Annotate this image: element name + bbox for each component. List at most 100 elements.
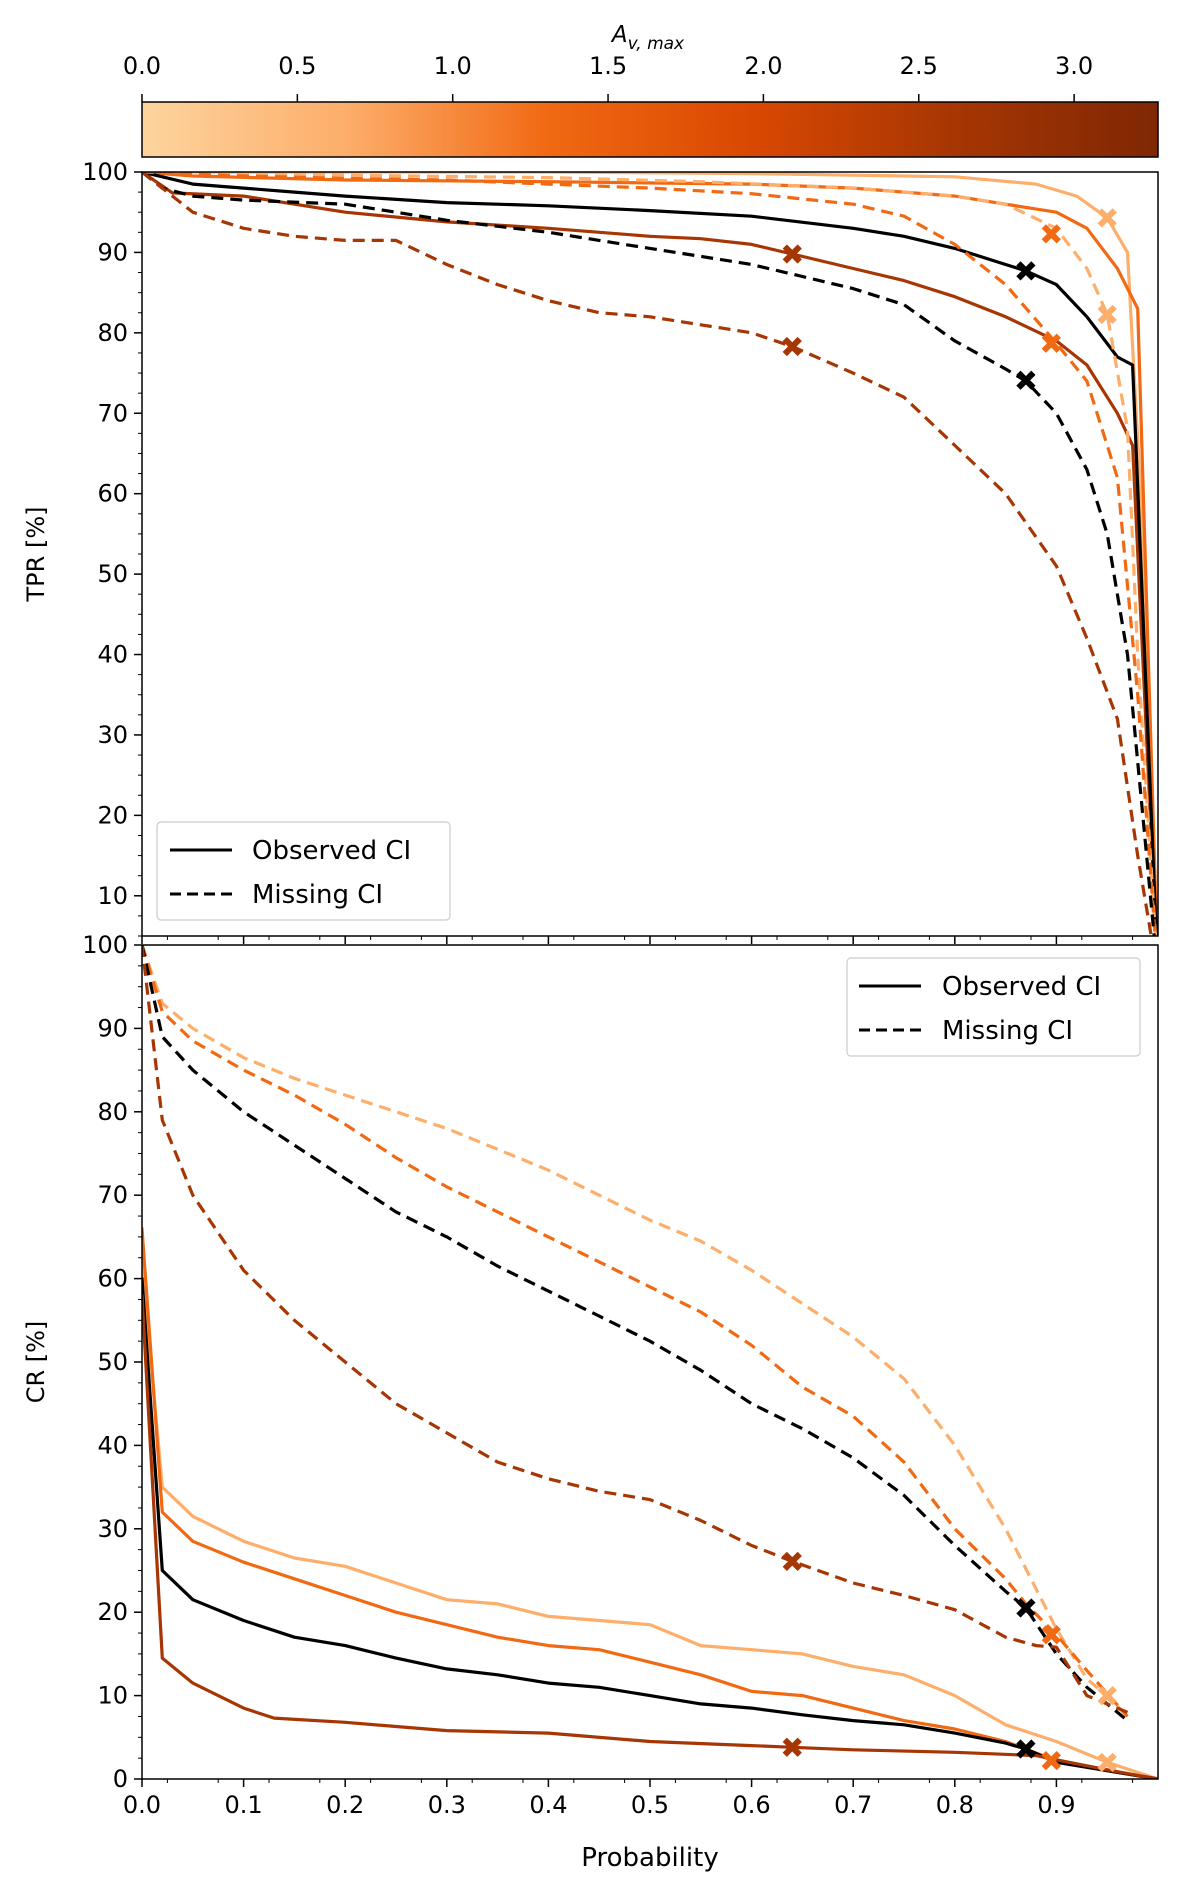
tpr-series-marker-3: [1016, 261, 1036, 281]
tpr-y-axis-label: TPR [%]: [22, 507, 50, 603]
tpr-series-marker-0: [1097, 208, 1117, 228]
tpr-y-tick-label: 50: [97, 560, 128, 588]
cr-y-tick-label: 90: [97, 1014, 128, 1042]
cr-legend-observed-label: Observed CI: [942, 972, 1101, 1002]
cr-x-tick-label: 0.3: [428, 1791, 466, 1819]
tpr-series-line-0: [142, 172, 1158, 936]
cr-series-line-1: [142, 945, 1129, 1718]
tpr-y-tick-label: 80: [97, 319, 128, 347]
cr-y-tick-label: 70: [97, 1181, 128, 1209]
tpr-marker-stroke: [782, 336, 802, 357]
cr-series-line-2: [142, 945, 1129, 1722]
cr-x-tick-label: 0.1: [225, 1791, 263, 1819]
cr-series-lines: [142, 945, 1158, 1779]
cr-legend-missing-label: Missing CI: [942, 1016, 1073, 1046]
cr-legend: Observed CI Missing CI: [846, 957, 1141, 1057]
cr-x-tick-label: 0.4: [529, 1791, 567, 1819]
cr-marker-stroke: [782, 1551, 802, 1571]
tpr-series-line-5: [142, 172, 1157, 936]
colorbar-tick-label: 1.0: [434, 52, 472, 80]
tpr-series-lines: [142, 172, 1158, 936]
colorbar-tick-label: 2.0: [744, 52, 782, 80]
cr-series-line-3: [142, 945, 1129, 1714]
colorbar-tick-label: 3.0: [1055, 52, 1093, 80]
cr-series-marker-3: [782, 1551, 802, 1571]
cr-x-tick-label: 0.6: [733, 1791, 771, 1819]
tpr-legend-missing-label: Missing CI: [252, 880, 383, 910]
tpr-series-line-6: [142, 172, 1156, 936]
tpr-series-marker-1: [1041, 224, 1061, 244]
cr-axes: 0.0 0.1 0.2 0.3 0.4 0.5 0.6 0.7 0.8 0.9 0 10 20 30 40 5…: [82, 931, 1134, 1819]
cr-series-line-4: [142, 1260, 1158, 1779]
cr-marker-stroke: [1016, 1598, 1036, 1618]
cr-y-tick-label: 60: [97, 1265, 128, 1293]
colorbar: Av, max 0.0 0.5 1.0 1.5 2.0 2.5 3.0: [123, 22, 1159, 158]
tpr-y-tick-label: 70: [97, 399, 128, 427]
cr-y-tick-label: 20: [97, 1598, 128, 1626]
cr-series-marker-6: [1016, 1739, 1036, 1759]
colorbar-tick-label: 0.5: [278, 52, 316, 80]
cr-marker-stroke: [1041, 1625, 1061, 1645]
cr-series-marker-5: [1041, 1751, 1061, 1771]
tpr-marker-stroke: [1016, 261, 1036, 281]
tpr-y-tick-label: 60: [97, 480, 128, 508]
tpr-series-marker-6: [1016, 370, 1036, 390]
cr-series-marker-4: [1097, 1752, 1117, 1772]
tpr-series-line-1: [142, 172, 1158, 936]
cr-x-tick-label: 0.7: [834, 1791, 872, 1819]
cr-x-tick-label: 0.9: [1037, 1791, 1075, 1819]
cr-series-marker-2: [1016, 1598, 1036, 1618]
tpr-series-line-4: [142, 172, 1158, 936]
colorbar-ticks: 0.0 0.5 1.0 1.5 2.0 2.5 3.0: [123, 52, 1093, 102]
colorbar-label-subscript: v, max: [628, 34, 685, 54]
tpr-marker-stroke: [1016, 370, 1036, 390]
tpr-marker-stroke: [1097, 208, 1117, 228]
cr-marker-stroke: [782, 1737, 802, 1757]
cr-series-marker-7: [782, 1737, 802, 1757]
cr-axes-frame: [141, 944, 1159, 1780]
tpr-y-tick-label: 10: [97, 882, 128, 910]
tpr-marker-stroke: [1041, 224, 1061, 244]
tpr-axes: 10 20 30 40 50 60 70 80 90 100: [82, 158, 1134, 944]
tpr-markers: [782, 208, 1117, 390]
tpr-series-line-7: [142, 172, 1153, 936]
cr-marker-stroke: [1097, 1752, 1117, 1772]
tpr-series-line-3: [142, 172, 1158, 936]
cr-y-tick-label: 100: [82, 931, 128, 959]
tpr-marker-stroke: [1041, 333, 1061, 353]
tpr-legend-observed-label: Observed CI: [252, 836, 411, 866]
colorbar-tick-label: 1.5: [589, 52, 627, 80]
cr-y-tick-label: 80: [97, 1098, 128, 1126]
tpr-y-tick-label: 90: [97, 238, 128, 266]
cr-panel: 0.0 0.1 0.2 0.3 0.4 0.5 0.6 0.7 0.8 0.9 0 10 20 30 40 5…: [22, 931, 1159, 1873]
cr-y-tick-label: 0: [113, 1765, 128, 1793]
cr-y-tick-label: 10: [97, 1682, 128, 1710]
cr-y-tick-label: 30: [97, 1515, 128, 1543]
colorbar-tick-label: 0.0: [123, 52, 161, 80]
colorbar-tick-label: 2.5: [900, 52, 938, 80]
colorbar-label-base: A: [610, 22, 628, 48]
tpr-y-tick-label: 30: [97, 721, 128, 749]
cr-series-line-5: [142, 1226, 1158, 1779]
cr-x-tick-label: 0.2: [326, 1791, 364, 1819]
tpr-series-marker-2: [782, 244, 802, 264]
cr-markers: [782, 1551, 1117, 1772]
colorbar-gradient: [141, 101, 1159, 158]
cr-x-axis-label: Probability: [581, 1843, 718, 1873]
cr-series-line-0: [142, 945, 1129, 1718]
cr-x-tick-label: 0.8: [936, 1791, 974, 1819]
cr-y-tick-label: 40: [97, 1431, 128, 1459]
tpr-series-marker-5: [1041, 333, 1061, 353]
colorbar-label: Av, max: [610, 22, 685, 54]
cr-y-tick-label: 50: [97, 1348, 128, 1376]
cr-x-tick-label: 0.5: [631, 1791, 669, 1819]
tpr-marker-stroke: [782, 244, 802, 264]
cr-x-tick-label: 0.0: [123, 1791, 161, 1819]
cr-series-marker-1: [1041, 1625, 1061, 1645]
tpr-series-marker-4: [1097, 304, 1117, 324]
cr-series-line-7: [142, 1293, 1158, 1779]
cr-series-line-6: [142, 1276, 1158, 1779]
cr-y-axis-label: CR [%]: [22, 1321, 50, 1404]
cr-series-marker-0: [1097, 1685, 1117, 1706]
